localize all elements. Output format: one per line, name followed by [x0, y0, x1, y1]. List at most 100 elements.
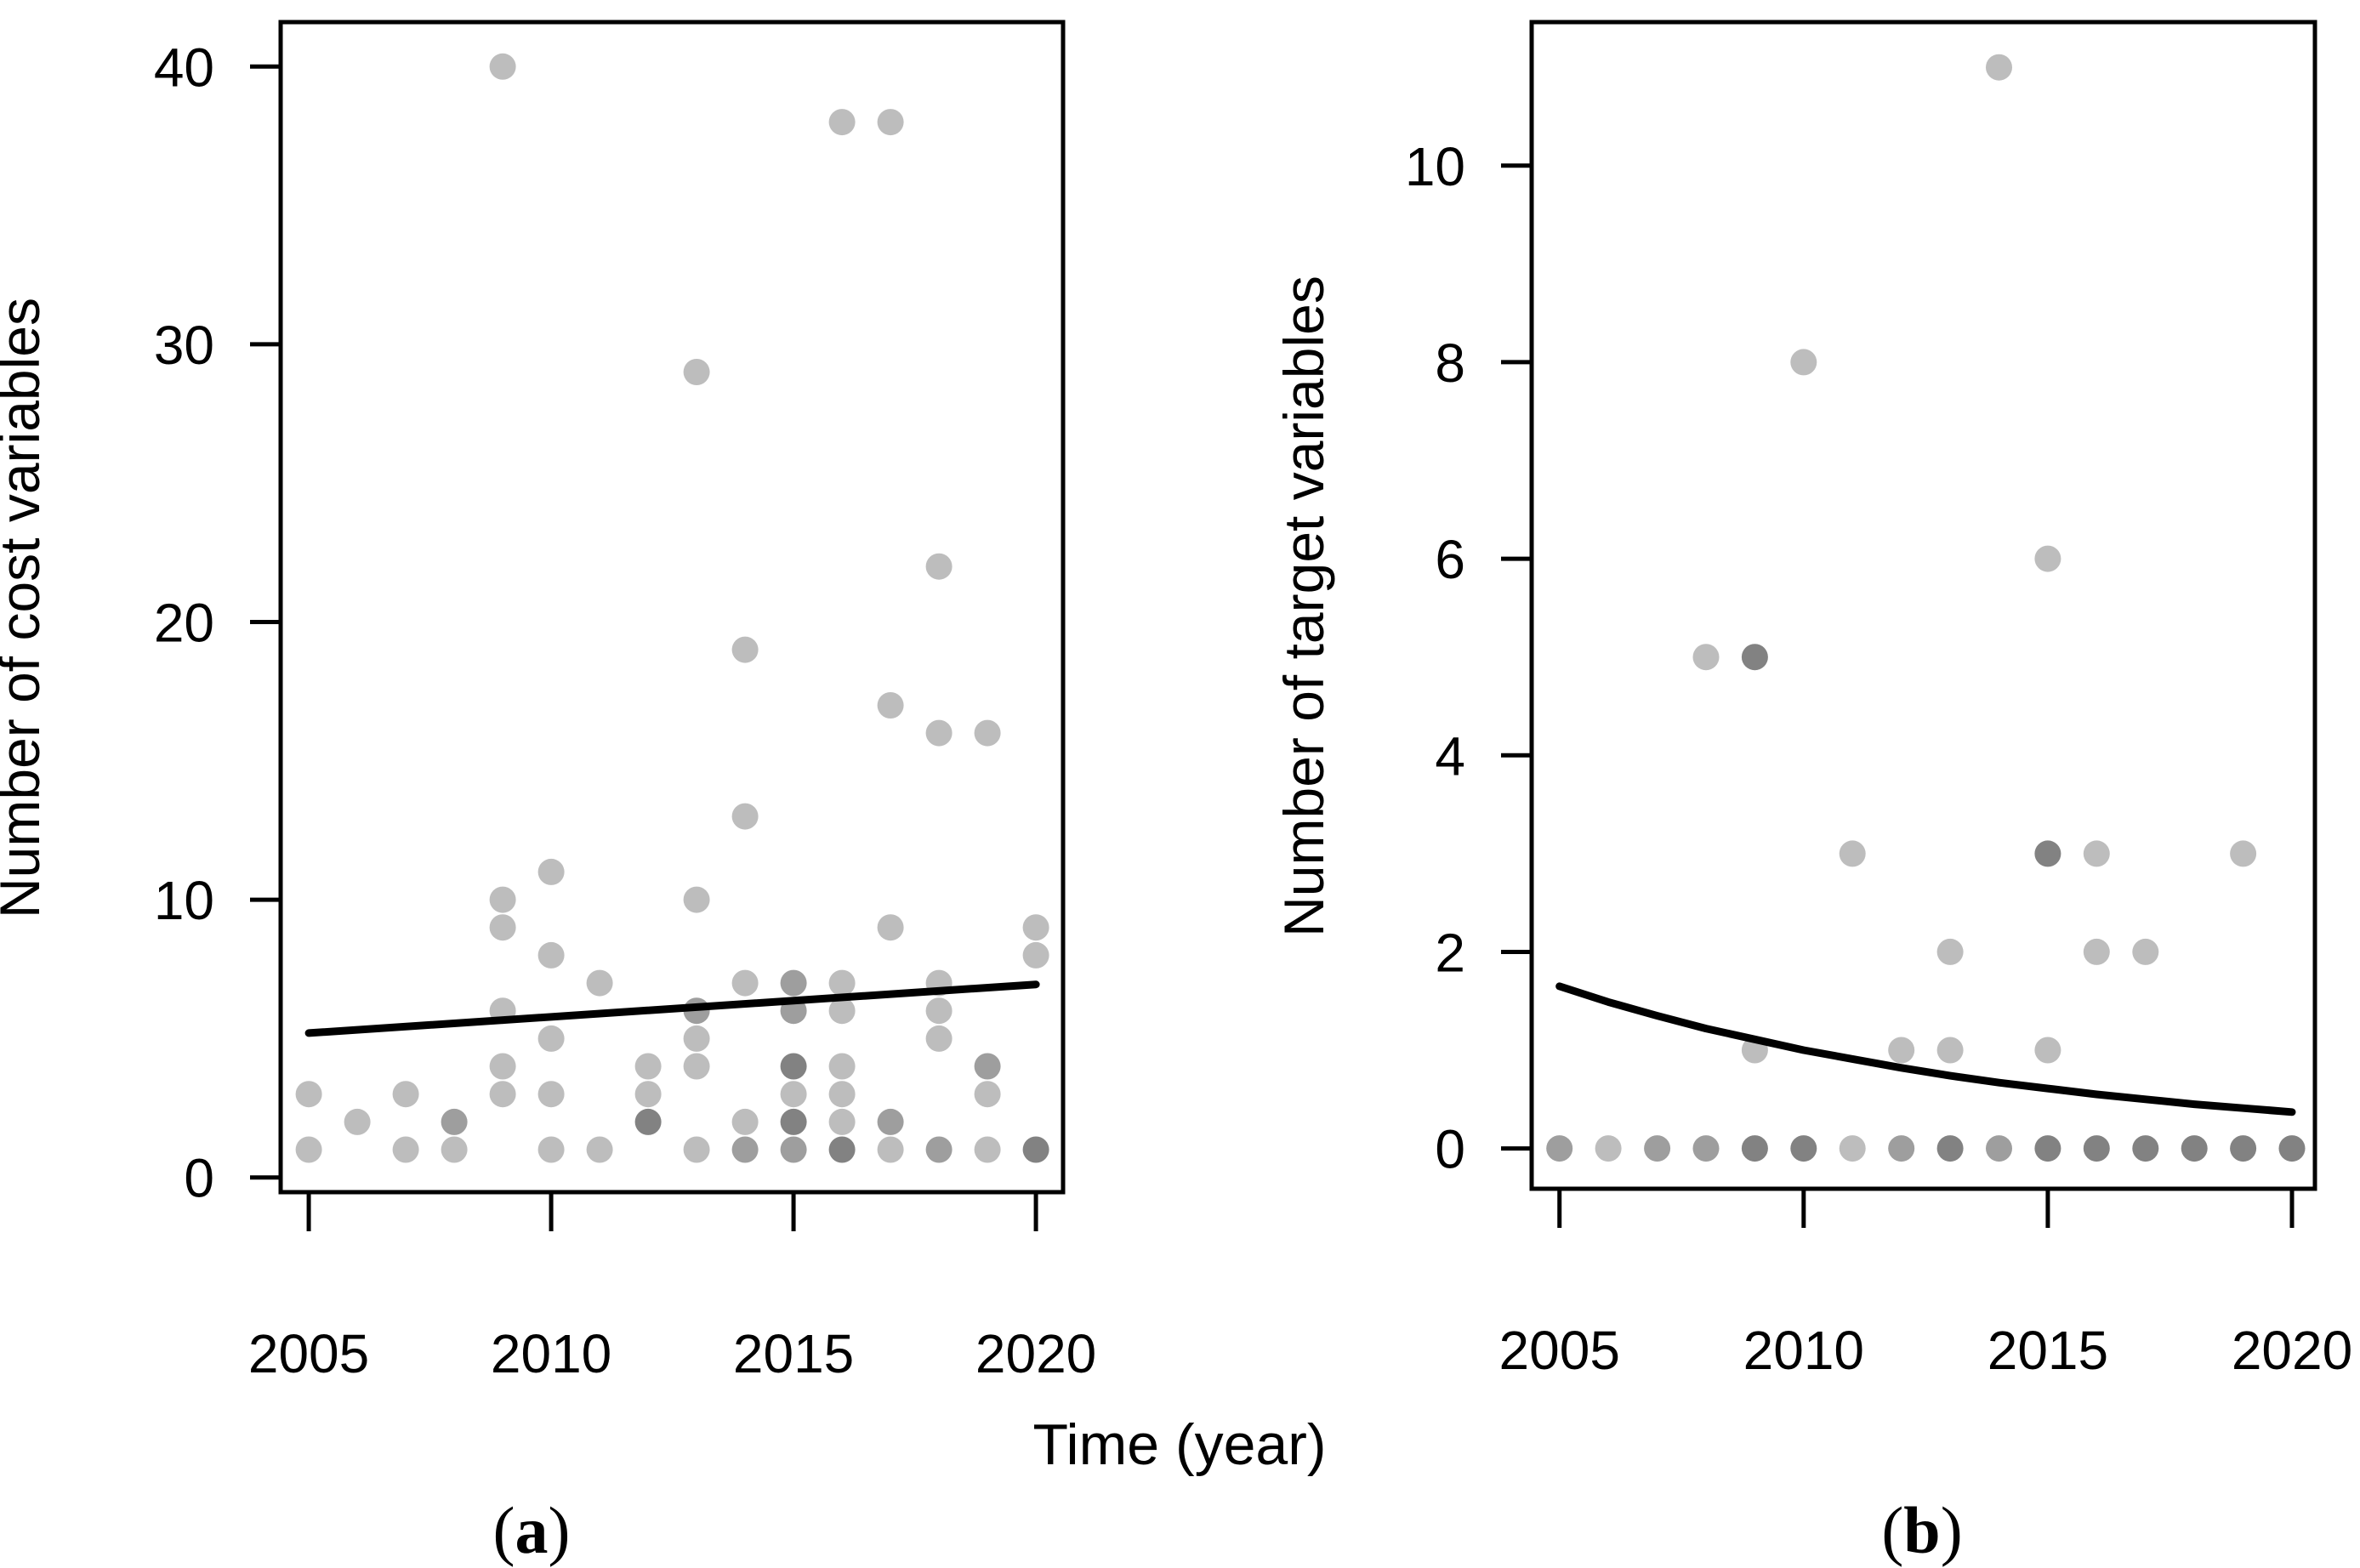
data-point [1022, 914, 1049, 941]
data-point [877, 914, 904, 941]
data-point [2230, 840, 2257, 867]
data-point [877, 109, 904, 136]
plot-box [1529, 20, 2317, 1191]
data-point [537, 1025, 565, 1052]
data-point [683, 359, 710, 385]
data-point [780, 1053, 807, 1080]
y-tick-label: 30 [154, 315, 214, 376]
data-point [1741, 1135, 1768, 1162]
ylabel-panel-b: Number of target variables [1272, 276, 1335, 937]
data-point [1741, 644, 1768, 671]
y-tick-label: 0 [1435, 1119, 1465, 1180]
data-point [489, 53, 516, 80]
y-tick-label: 8 [1435, 332, 1465, 394]
data-point [731, 969, 759, 997]
data-point [634, 1108, 662, 1135]
data-point [1790, 1135, 1817, 1162]
x-tick-label: 2015 [733, 1323, 854, 1384]
x-tick-label: 2005 [1499, 1320, 1620, 1381]
data-point [1595, 1135, 1622, 1162]
x-axis-label: Time (year) [1032, 1412, 1326, 1477]
data-point [2083, 840, 2110, 867]
x-tick-label: 2015 [1988, 1320, 2108, 1381]
data-point [392, 1136, 419, 1163]
data-point [974, 1136, 1001, 1163]
data-point [1986, 54, 2012, 81]
data-point [1692, 644, 1720, 671]
data-point [683, 1136, 710, 1163]
trend-line [1555, 982, 2296, 1116]
data-point [828, 109, 856, 136]
data-point [1022, 941, 1049, 969]
data-point [489, 1081, 516, 1108]
data-point [537, 1081, 565, 1108]
panel-a: 0 10 20 30 40 2005 2010 2015 2020 [154, 20, 1096, 1384]
data-point [1644, 1135, 1671, 1162]
data-point [925, 553, 953, 580]
data-point [974, 719, 1001, 747]
x-tick-label: 2010 [1743, 1320, 1864, 1381]
data-point [489, 914, 516, 941]
data-point [828, 1136, 856, 1163]
data-point [1986, 1135, 2012, 1162]
data-point [828, 1053, 856, 1080]
data-point [1936, 1037, 1964, 1064]
y-tick-label: 0 [184, 1148, 214, 1209]
x-tick-label: 2005 [248, 1323, 369, 1384]
data-point [1888, 1135, 1915, 1162]
data-point [1692, 1135, 1720, 1162]
data-point [2132, 1135, 2159, 1162]
data-point [925, 1136, 953, 1163]
data-point [537, 1136, 565, 1163]
data-point [2278, 1135, 2306, 1162]
data-point [344, 1108, 371, 1135]
caption-b: (b) [1881, 1493, 1962, 1567]
x-tick-label: 2020 [2232, 1320, 2352, 1381]
y-tick-label: 10 [154, 870, 214, 931]
data-point [925, 719, 953, 747]
data-point [1936, 938, 1964, 965]
data-point [828, 969, 856, 997]
data-point [877, 1136, 904, 1163]
data-point [1936, 1135, 1964, 1162]
caption-a: (a) [493, 1493, 571, 1567]
data-point [731, 1108, 759, 1135]
data-point [1546, 1135, 1573, 1162]
data-point [780, 1108, 807, 1135]
plot-box [278, 20, 1066, 1195]
data-point [1790, 349, 1817, 376]
data-point [828, 1081, 856, 1108]
data-point [731, 1136, 759, 1163]
data-point [828, 997, 856, 1025]
data-point [489, 1053, 516, 1080]
data-point [974, 1081, 1001, 1108]
data-point [634, 1053, 662, 1080]
y-tick-label: 4 [1435, 725, 1465, 787]
data-point [2034, 1135, 2061, 1162]
trend-line [304, 980, 1040, 1037]
data-point [441, 1108, 468, 1135]
x-tick-label: 2010 [491, 1323, 611, 1384]
data-point [683, 1053, 710, 1080]
data-point [1839, 840, 1866, 867]
data-point [1888, 1037, 1915, 1064]
data-point [586, 1136, 613, 1163]
y-tick-label: 2 [1435, 922, 1465, 983]
data-point [634, 1081, 662, 1108]
data-point [2181, 1135, 2208, 1162]
x-tick-label: 2020 [975, 1323, 1096, 1384]
data-point [2083, 938, 2110, 965]
data-point [828, 1108, 856, 1135]
data-point [2034, 1037, 2061, 1064]
data-point [731, 636, 759, 663]
ylabel-panel-a: Number of cost variables [0, 298, 51, 918]
y-tick-label: 20 [154, 592, 214, 653]
data-point [780, 1081, 807, 1108]
data-point [537, 858, 565, 885]
y-tick-label: 6 [1435, 529, 1465, 590]
data-point [2034, 840, 2061, 867]
data-point [2083, 1135, 2110, 1162]
data-point [974, 1053, 1001, 1080]
